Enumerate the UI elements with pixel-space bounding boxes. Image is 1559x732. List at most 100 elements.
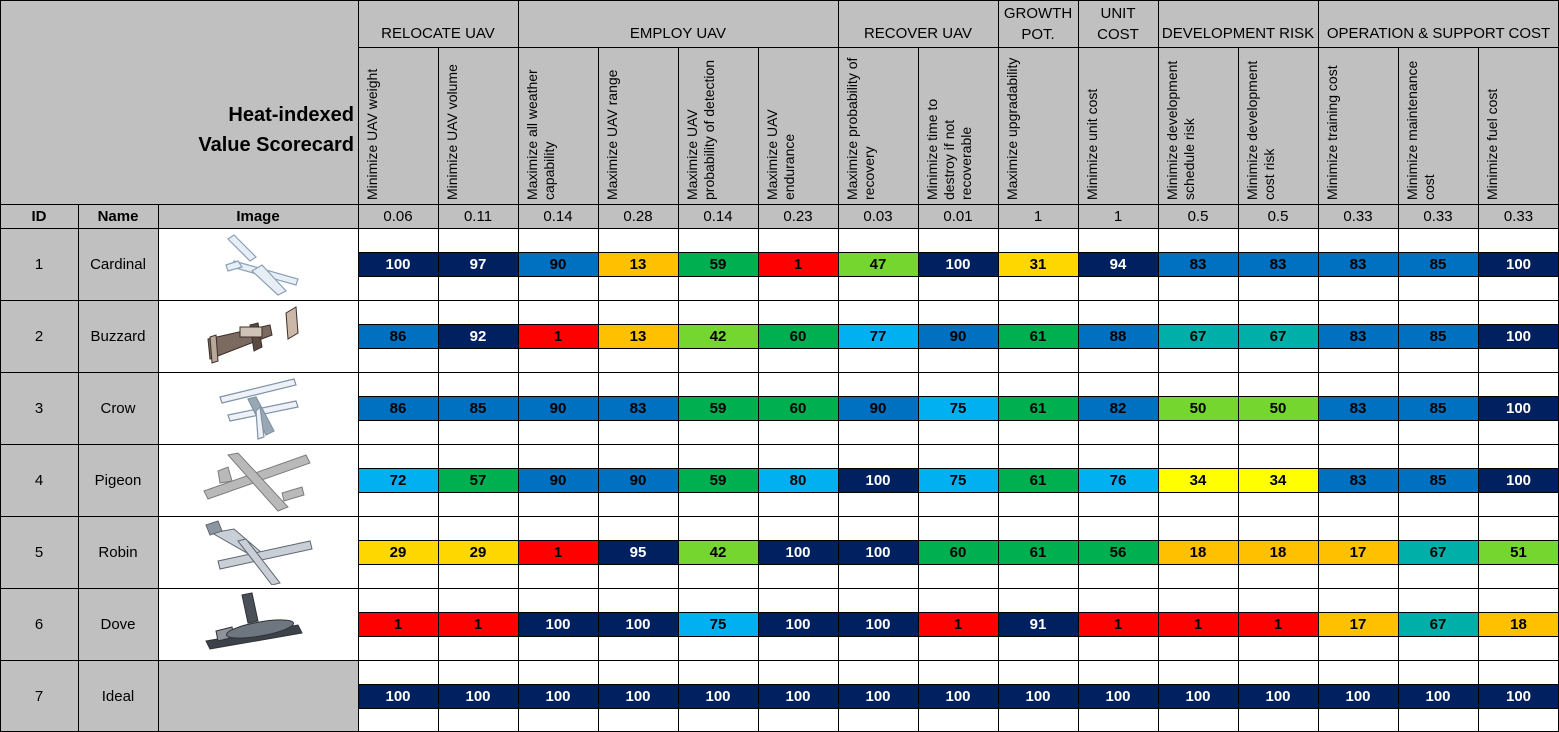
score-cell: 92 — [438, 324, 518, 348]
score-cell: 47 — [838, 252, 918, 276]
score-cell: 1 — [758, 252, 838, 276]
cardinal-uav-icon — [178, 231, 338, 297]
row-id: 5 — [34, 543, 44, 561]
weights-row — [0, 204, 1559, 228]
grid-line — [358, 47, 359, 732]
score-cell: 83 — [1158, 252, 1238, 276]
grid-line — [358, 540, 1559, 541]
weight-value: 0.33 — [1503, 207, 1534, 225]
score-cell: 100 — [918, 684, 998, 708]
score-cell: 13 — [598, 252, 678, 276]
score-cell: 77 — [838, 324, 918, 348]
measure-header: Maximize all weather capability — [518, 47, 598, 204]
score-cell: 18 — [1238, 540, 1318, 564]
score-cell: 100 — [838, 540, 918, 564]
measure-label: Maximize probability of recovery — [844, 57, 877, 200]
grid-line — [0, 372, 1559, 373]
grid-line — [78, 204, 79, 732]
score-cell: 18 — [1478, 612, 1559, 636]
score-cell: 83 — [1318, 396, 1398, 420]
score-cell: 85 — [1398, 396, 1478, 420]
score-cell: 1 — [438, 612, 518, 636]
grid-line — [838, 47, 839, 732]
grid-line — [1158, 47, 1159, 732]
score-cell: 100 — [1158, 684, 1238, 708]
measure-label: Maximize upgradability — [1004, 57, 1020, 200]
title-line: Value Scorecard — [198, 134, 354, 156]
grid-line — [1078, 0, 1079, 47]
row-name: Ideal — [101, 687, 135, 705]
col-header-id: ID — [31, 207, 47, 225]
grid-line — [358, 47, 1559, 48]
grid-line — [518, 0, 519, 47]
category-header: GROWTH POT. — [1003, 5, 1073, 43]
crow-uav-icon — [178, 375, 338, 441]
score-cell: 1 — [1078, 612, 1158, 636]
score-cell: 60 — [918, 540, 998, 564]
score-cell: 100 — [998, 684, 1078, 708]
measure-header: Minimize unit cost — [1078, 47, 1158, 204]
grid-line — [918, 47, 919, 732]
weight-value: 1 — [1033, 207, 1043, 225]
weight-value: 0.33 — [1343, 207, 1373, 225]
buzzard-uav-icon — [178, 303, 338, 369]
score-cell: 100 — [1398, 684, 1478, 708]
score-cell: 59 — [678, 468, 758, 492]
measure-label: Minimize fuel cost — [1484, 88, 1500, 200]
grid-line — [0, 588, 1559, 589]
col-header-name: Name — [97, 207, 139, 225]
weight-value: 0.14 — [703, 207, 733, 225]
score-cell: 67 — [1398, 612, 1478, 636]
dove-uav-icon — [178, 591, 338, 657]
score-cell: 34 — [1238, 468, 1318, 492]
measure-label: Minimize training cost — [1324, 65, 1340, 200]
score-cell: 100 — [918, 252, 998, 276]
measure-header: Maximize probability of recovery — [838, 47, 918, 204]
measure-label: Maximize UAV endurance — [764, 109, 797, 200]
score-cell: 86 — [358, 396, 438, 420]
grid-line — [598, 47, 599, 732]
measure-label: Maximize UAV range — [604, 69, 620, 200]
weight-value: 0.5 — [1187, 207, 1209, 225]
grid-line — [998, 47, 999, 732]
score-cell: 76 — [1078, 468, 1158, 492]
score-cell: 80 — [758, 468, 838, 492]
score-cell: 100 — [518, 612, 598, 636]
weight-value: 0.5 — [1267, 207, 1289, 225]
weight-value: 0.11 — [463, 207, 493, 225]
category-header: RECOVER UAV — [863, 25, 973, 42]
score-cell: 60 — [758, 324, 838, 348]
ideal-image-cell — [158, 660, 358, 732]
weight-value: 1 — [1113, 207, 1123, 225]
score-cell: 90 — [918, 324, 998, 348]
score-cell: 72 — [358, 468, 438, 492]
score-cell: 100 — [758, 684, 838, 708]
grid-line — [358, 348, 1559, 349]
score-cell: 61 — [998, 540, 1078, 564]
measure-header: Minimize maintenance cost — [1398, 47, 1478, 204]
score-cell: 17 — [1318, 540, 1398, 564]
grid-line — [358, 396, 1559, 397]
grid-line — [0, 228, 1559, 229]
measure-header: Maximize UAV endurance — [758, 47, 838, 204]
grid-line — [158, 204, 159, 732]
grid-line — [1238, 47, 1239, 732]
category-header: RELOCATE UAV — [381, 25, 495, 42]
grid-line — [358, 324, 1559, 325]
measure-header: Minimize UAV volume — [438, 47, 518, 204]
score-cell: 60 — [758, 396, 838, 420]
grid-line — [518, 47, 519, 732]
title-line: Heat-indexed — [228, 104, 354, 126]
score-cell: 56 — [1078, 540, 1158, 564]
grid-line — [358, 0, 359, 47]
grid-line — [358, 276, 1559, 277]
grid-line — [358, 612, 1559, 613]
scorecard-title: Heat-indexed Value Scorecard — [158, 60, 358, 200]
measure-label: Maximize all weather capability — [524, 69, 557, 200]
row-id: 1 — [34, 255, 44, 273]
score-cell: 94 — [1078, 252, 1158, 276]
category-header: OPERATION & SUPPORT COST — [1326, 25, 1551, 42]
weight-value: 0.06 — [383, 207, 413, 225]
score-cell: 90 — [838, 396, 918, 420]
